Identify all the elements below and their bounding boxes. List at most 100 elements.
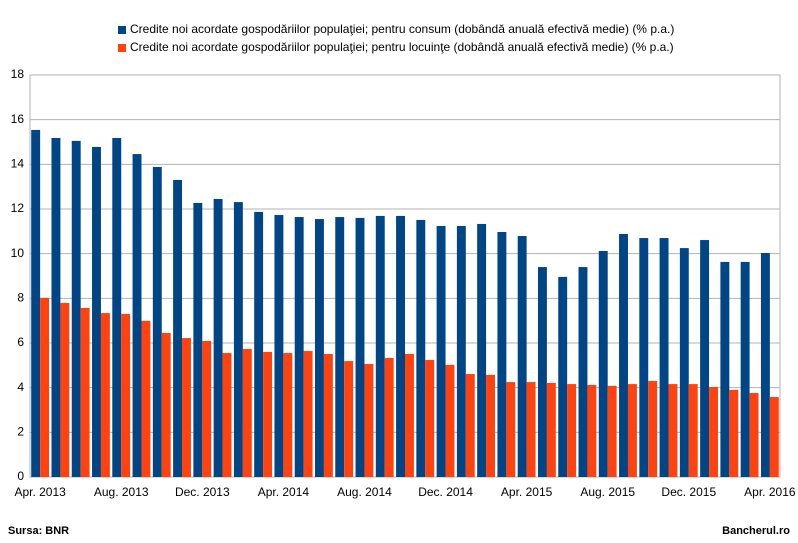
- bar: [477, 223, 487, 477]
- y-tick-label: 14: [11, 157, 25, 171]
- y-tick-label: 2: [17, 425, 24, 439]
- bar: [567, 384, 577, 477]
- y-tick-label: 16: [11, 112, 25, 126]
- bar: [740, 261, 750, 477]
- bar: [607, 385, 617, 477]
- bar: [283, 353, 293, 477]
- x-tick-label: Dec. 2013: [175, 485, 230, 499]
- credit: Bancherul.ro: [722, 525, 790, 537]
- bar: [688, 384, 698, 477]
- bar: [506, 382, 516, 477]
- bar: [274, 215, 284, 477]
- bar: [648, 380, 658, 477]
- bar: [182, 338, 191, 477]
- x-tick-label: Apr. 2016: [744, 485, 796, 499]
- x-tick-label: Apr. 2014: [258, 485, 310, 499]
- bar: [315, 219, 324, 478]
- bar: [769, 397, 779, 477]
- y-tick-label: 0: [17, 469, 24, 483]
- bar: [425, 359, 435, 477]
- bar: [92, 146, 101, 477]
- y-tick-label: 18: [11, 67, 25, 81]
- legend-label: Credite noi acordate gospodăriilor popul…: [130, 22, 674, 36]
- bar: [152, 167, 162, 477]
- x-tick-label: Aug. 2014: [337, 485, 392, 499]
- bar: [679, 248, 689, 477]
- bar: [558, 276, 568, 477]
- bar: [51, 137, 61, 478]
- bar: [497, 232, 507, 477]
- bar: [323, 353, 333, 477]
- x-tick-label: Apr. 2013: [14, 485, 66, 499]
- bar: [384, 357, 394, 477]
- bar: [578, 267, 588, 477]
- bar: [526, 382, 536, 477]
- bar: [222, 353, 232, 477]
- bar: [112, 137, 122, 478]
- bar: [254, 211, 264, 478]
- bar: [60, 303, 70, 477]
- bar: [242, 349, 252, 477]
- bar: [639, 238, 649, 477]
- bar: [445, 364, 455, 477]
- bar: [364, 363, 374, 477]
- bar: [173, 179, 183, 477]
- legend-label: Credite noi acordate gospodăriilor popul…: [130, 40, 674, 54]
- legend-swatch: [118, 26, 126, 34]
- bar: [31, 129, 41, 477]
- x-tick-label: Apr. 2015: [501, 485, 553, 499]
- bar: [659, 238, 669, 477]
- bar: [193, 202, 203, 477]
- bar: [668, 384, 678, 477]
- y-tick-label: 10: [11, 246, 25, 260]
- bar: [456, 225, 466, 477]
- bar: [627, 384, 637, 477]
- bar: [709, 386, 718, 477]
- bar: [121, 313, 131, 477]
- bar: [202, 340, 212, 477]
- bar: [344, 361, 354, 477]
- bar: [729, 389, 739, 477]
- bar: [263, 351, 273, 477]
- bar: [486, 374, 495, 477]
- y-tick-label: 12: [11, 201, 25, 215]
- x-tick-label: Aug. 2015: [580, 485, 635, 499]
- bar: [213, 198, 223, 477]
- bar: [598, 250, 608, 477]
- bar: [375, 215, 385, 477]
- bar: [619, 234, 628, 477]
- bar: [465, 374, 475, 477]
- bar: [355, 217, 365, 477]
- bar: [294, 217, 304, 478]
- bar: [396, 215, 405, 477]
- bar: [537, 267, 547, 477]
- bar: [303, 351, 313, 477]
- bar: [161, 332, 171, 477]
- bar: [587, 384, 597, 477]
- y-tick-label: 6: [17, 335, 24, 349]
- bar: [335, 217, 345, 478]
- bar: [517, 236, 527, 477]
- y-tick-label: 8: [17, 291, 24, 305]
- bar: [720, 261, 730, 477]
- bar: [760, 252, 770, 477]
- bar: [436, 225, 446, 477]
- y-tick-label: 4: [17, 380, 24, 394]
- legend-swatch: [118, 44, 126, 52]
- bar: [416, 219, 426, 477]
- bar: [80, 307, 90, 477]
- bar: [141, 320, 151, 477]
- bar: [546, 382, 556, 477]
- source: Sursa: BNR: [8, 525, 69, 537]
- bar: [405, 353, 414, 477]
- x-tick-label: Dec. 2014: [418, 485, 473, 499]
- bar: [749, 393, 759, 477]
- x-tick-label: Dec. 2015: [661, 485, 716, 499]
- bar: [100, 313, 110, 477]
- bar: [700, 240, 710, 477]
- bar: [40, 297, 50, 477]
- bar: [132, 154, 142, 477]
- bar: [233, 202, 243, 477]
